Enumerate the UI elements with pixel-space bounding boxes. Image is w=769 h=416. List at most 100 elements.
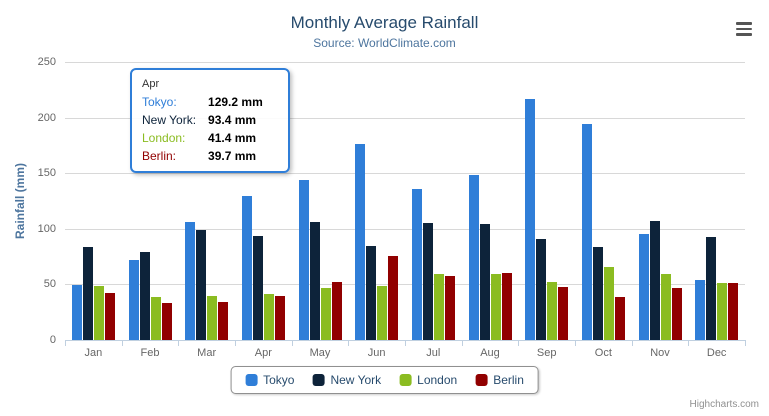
legend-swatch-icon xyxy=(245,374,258,386)
bar-tokyo-jul[interactable] xyxy=(411,189,422,340)
bar-london-jun[interactable] xyxy=(377,286,388,340)
plot-area xyxy=(65,62,745,340)
x-axis-tick xyxy=(461,341,463,346)
x-axis-tick xyxy=(631,341,633,346)
y-axis-label: 50 xyxy=(43,278,56,291)
x-axis-line xyxy=(65,340,746,341)
gridline xyxy=(65,228,745,230)
bar-london-oct[interactable] xyxy=(603,267,614,340)
x-axis-tick xyxy=(745,341,746,346)
bar-tokyo-nov[interactable] xyxy=(638,233,649,340)
bar-london-may[interactable] xyxy=(320,287,331,340)
bar-london-feb[interactable] xyxy=(150,296,161,340)
bar-berlin-sep[interactable] xyxy=(558,287,569,340)
x-axis-label: Oct xyxy=(594,347,612,359)
tooltip-series-name: London: xyxy=(142,131,186,145)
bar-berlin-oct[interactable] xyxy=(614,296,625,340)
bar-new-york-mar[interactable] xyxy=(196,230,207,340)
bar-tokyo-apr[interactable] xyxy=(241,196,252,340)
bar-new-york-dec[interactable] xyxy=(706,237,717,340)
export-menu-button[interactable] xyxy=(731,18,757,40)
x-axis-label: Feb xyxy=(140,347,160,359)
bar-tokyo-dec[interactable] xyxy=(695,279,706,340)
bar-tokyo-may[interactable] xyxy=(298,179,309,340)
y-axis-label: 150 xyxy=(37,167,56,180)
x-axis-tick xyxy=(291,341,293,346)
bar-new-york-apr[interactable] xyxy=(252,236,263,340)
y-axis-label: 100 xyxy=(37,222,56,235)
bar-london-jul[interactable] xyxy=(433,274,444,340)
x-axis-tick xyxy=(121,341,123,346)
bar-berlin-jul[interactable] xyxy=(444,276,455,340)
bar-new-york-sep[interactable] xyxy=(536,238,547,340)
hamburger-menu-icon xyxy=(736,22,752,36)
bar-new-york-feb[interactable] xyxy=(139,252,150,340)
bar-berlin-mar[interactable] xyxy=(218,301,229,340)
bar-berlin-feb[interactable] xyxy=(161,303,172,340)
gridline xyxy=(65,117,745,119)
x-axis-label: Nov xyxy=(650,347,670,359)
legend-item-new-york[interactable]: New York xyxy=(312,373,381,387)
x-axis-tick xyxy=(405,341,406,346)
bar-berlin-jan[interactable] xyxy=(104,292,115,340)
bar-berlin-may[interactable] xyxy=(331,281,342,340)
bar-new-york-may[interactable] xyxy=(309,222,320,340)
tooltip-series-value: 41.4 mm xyxy=(208,131,257,145)
x-axis-label: Mar xyxy=(197,347,217,359)
bar-london-dec[interactable] xyxy=(717,283,728,340)
bar-berlin-jun[interactable] xyxy=(388,256,399,340)
y-axis-label: 250 xyxy=(37,56,56,68)
legend-label: New York xyxy=(330,373,382,387)
bar-tokyo-sep[interactable] xyxy=(525,99,536,340)
bar-london-jan[interactable] xyxy=(93,285,104,340)
gridline xyxy=(65,62,745,63)
x-axis-tick xyxy=(65,341,66,346)
bar-london-aug[interactable] xyxy=(490,273,501,340)
bar-berlin-apr[interactable] xyxy=(274,295,285,340)
bar-london-sep[interactable] xyxy=(547,281,558,340)
legend-swatch-icon xyxy=(399,374,412,386)
gridline xyxy=(65,284,745,286)
bar-tokyo-feb[interactable] xyxy=(128,260,139,340)
bar-tokyo-jan[interactable] xyxy=(71,284,82,340)
tooltip-category: Apr xyxy=(142,78,160,90)
legend-label: London xyxy=(417,373,458,387)
bar-tokyo-oct[interactable] xyxy=(581,124,592,340)
legend: Tokyo New York London Berlin xyxy=(230,366,539,394)
y-axis-label: 200 xyxy=(37,111,56,124)
bar-berlin-nov[interactable] xyxy=(671,287,682,340)
tooltip-series-value: 39.7 mm xyxy=(208,149,257,163)
bar-new-york-jan[interactable] xyxy=(82,247,93,340)
legend-swatch-icon xyxy=(475,374,488,386)
legend-item-london[interactable]: London xyxy=(399,373,457,387)
x-axis-tick xyxy=(518,341,520,346)
tooltip: Apr Tokyo: 129.2 mm New York: 93.4 mm London… xyxy=(130,68,290,173)
bar-new-york-jul[interactable] xyxy=(422,223,433,340)
bar-tokyo-mar[interactable] xyxy=(185,221,196,340)
legend-label: Tokyo xyxy=(263,373,295,387)
x-axis-tick xyxy=(348,341,350,346)
legend-item-berlin[interactable]: Berlin xyxy=(475,373,524,387)
bar-new-york-nov[interactable] xyxy=(649,221,660,340)
bar-tokyo-jun[interactable] xyxy=(355,144,366,340)
bar-new-york-jun[interactable] xyxy=(366,246,377,340)
tooltip-rows: Tokyo: 129.2 mm New York: 93.4 mm London: 41.… xyxy=(142,95,278,163)
gridline xyxy=(65,173,745,175)
bar-berlin-aug[interactable] xyxy=(501,272,512,340)
bar-new-york-oct[interactable] xyxy=(592,247,603,340)
bar-london-nov[interactable] xyxy=(660,274,671,340)
bar-new-york-aug[interactable] xyxy=(479,224,490,340)
bar-tokyo-aug[interactable] xyxy=(468,174,479,340)
bar-london-mar[interactable] xyxy=(207,296,218,340)
bar-london-apr[interactable] xyxy=(263,293,274,340)
legend-item-tokyo[interactable]: Tokyo xyxy=(245,373,294,387)
x-axis-tick xyxy=(575,341,576,346)
tooltip-series-name: Tokyo: xyxy=(142,95,177,109)
x-axis-label: Dec xyxy=(706,347,727,359)
bar-berlin-dec[interactable] xyxy=(728,283,739,340)
y-axis-title: Rainfall (mm) xyxy=(13,163,27,240)
credits-link[interactable]: Highcharts.com xyxy=(689,399,759,410)
tooltip-series-value: 93.4 mm xyxy=(208,113,257,127)
x-axis-tick xyxy=(178,341,180,346)
